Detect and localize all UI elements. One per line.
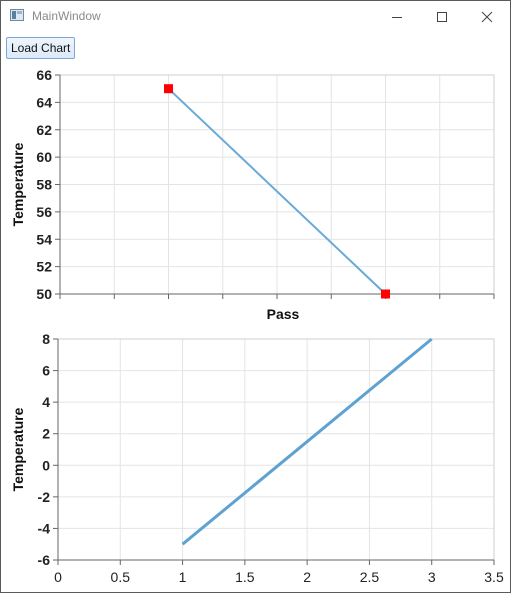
minimize-icon [392,16,402,18]
x-axis-title: Pass [267,306,300,322]
data-point-marker [164,84,173,94]
y-tick-label: -2 [38,489,51,505]
y-tick-label: 8 [42,331,50,347]
close-button[interactable] [464,1,510,32]
y-tick-label: 4 [42,394,50,410]
load-chart-button[interactable]: Load Chart [6,37,76,59]
x-tick-label: 1.5 [235,569,255,585]
minimize-button[interactable] [374,1,420,32]
maximize-button[interactable] [419,1,465,32]
x-tick-label: 2.5 [360,569,380,585]
maximize-icon [437,11,447,22]
y-tick-label: 58 [36,177,52,193]
x-tick-label: 2 [303,569,311,585]
y-tick-label: 2 [42,426,50,442]
series-line [181,337,433,546]
y-axis-title: Temperature [10,407,26,491]
close-icon [481,11,493,22]
y-tick-label: -4 [38,520,51,536]
plot-frame [57,338,495,561]
data-point-marker [381,289,390,299]
y-tick-label: 56 [36,204,52,220]
y-tick-label: 62 [36,122,52,138]
y-tick-label: -6 [38,552,51,568]
app-window-icon [10,9,24,21]
y-tick-label: 64 [36,94,52,110]
y-tick-label: 54 [36,231,52,247]
x-tick-label: 3.5 [484,569,504,585]
y-tick-label: 66 [36,67,52,83]
y-tick-label: 50 [36,286,52,302]
y-tick-label: 60 [36,149,52,165]
x-tick-label: 3 [428,569,436,585]
y-tick-label: 52 [36,259,52,275]
title-bar[interactable]: MainWindow [1,1,510,32]
window-title: MainWindow [32,9,101,23]
x-tick-label: 1 [179,569,187,585]
y-tick-label: 0 [42,457,50,473]
x-tick-label: 0.5 [111,569,131,585]
y-axis-title: Temperature [10,142,26,226]
series-line [167,87,387,295]
top-chart: 50 52 54 56 58 60 62 64 66 Temperature Pass [10,67,495,322]
x-tick-label: 0 [54,569,62,585]
y-tick-label: 6 [42,363,50,379]
